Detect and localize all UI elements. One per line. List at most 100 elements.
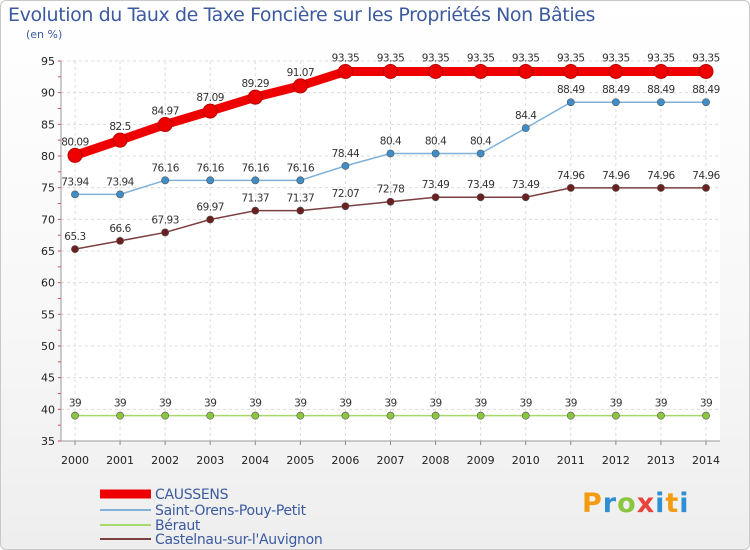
- data-label: 72.07: [332, 188, 360, 200]
- data-label: 39: [520, 398, 532, 410]
- data-point: [566, 411, 575, 420]
- data-point: [698, 63, 714, 79]
- data-label: 88.49: [557, 84, 585, 96]
- data-point: [608, 63, 624, 79]
- x-tick-label: 2006: [331, 454, 359, 467]
- data-label: 93.35: [512, 52, 540, 64]
- data-point: [431, 193, 440, 202]
- data-point: [566, 98, 575, 107]
- x-tick-label: 2011: [557, 454, 585, 467]
- data-label: 76.16: [287, 162, 315, 174]
- data-label: 82.5: [109, 121, 130, 133]
- x-tick-label: 2000: [61, 454, 89, 467]
- data-label: 72.78: [377, 184, 405, 196]
- data-point: [206, 215, 215, 224]
- y-tick-label: 75: [41, 182, 55, 195]
- data-label: 93.35: [467, 52, 495, 64]
- y-tick-label: 85: [41, 118, 55, 131]
- data-label: 76.16: [151, 162, 179, 174]
- data-label: 84.97: [151, 106, 179, 118]
- x-tick-label: 2005: [286, 454, 314, 467]
- y-tick-label: 50: [41, 340, 55, 353]
- data-label: 93.35: [602, 52, 630, 64]
- data-point: [161, 176, 170, 185]
- logo-letter: i: [655, 488, 666, 519]
- data-label: 39: [610, 398, 622, 410]
- series-3: 65.3 66.6 67.93 69.97 71.37 71.37 72.07 72.78 73…: [64, 170, 721, 253]
- data-point: [296, 176, 305, 185]
- data-point: [341, 411, 350, 420]
- data-label: 93.35: [422, 52, 450, 64]
- y-tick-label: 80: [41, 150, 55, 163]
- data-label: 39: [204, 398, 216, 410]
- legend-label: Béraut: [155, 518, 201, 534]
- y-tick-label: 60: [41, 277, 55, 290]
- y-tick-label: 95: [41, 55, 55, 68]
- data-label: 39: [384, 398, 396, 410]
- x-tick-label: 2003: [196, 454, 224, 467]
- data-point: [341, 161, 350, 170]
- data-label: 67.93: [151, 214, 179, 226]
- data-point: [428, 63, 444, 79]
- data-point: [473, 63, 489, 79]
- data-point: [202, 103, 218, 119]
- data-point: [116, 190, 124, 199]
- data-label: 74.96: [647, 170, 675, 182]
- y-axis-unit: (en %): [26, 28, 63, 41]
- data-point: [476, 193, 485, 202]
- data-point: [702, 184, 710, 192]
- data-label: 71.37: [287, 193, 315, 205]
- data-point: [383, 63, 398, 79]
- legend-label: Saint-Orens-Pouy-Petit: [155, 503, 307, 519]
- logo-letter: t: [665, 488, 680, 519]
- x-tick-label: 2009: [467, 454, 495, 467]
- data-point: [657, 411, 665, 420]
- data-point: [116, 411, 124, 420]
- data-label: 89.29: [242, 78, 270, 90]
- data-point: [702, 411, 710, 420]
- data-point: [657, 184, 665, 192]
- data-point: [566, 184, 575, 192]
- logo-letter: i: [679, 488, 690, 519]
- data-point: [657, 98, 665, 107]
- data-point: [292, 78, 308, 94]
- data-label: 78.44: [332, 148, 360, 160]
- legend-label: Castelnau-sur-l'Auvignon: [155, 532, 322, 548]
- data-point: [386, 411, 395, 420]
- data-label: 80.4: [470, 135, 492, 147]
- data-label: 73.94: [61, 176, 89, 188]
- logo-letter: r: [602, 488, 618, 519]
- data-label: 39: [655, 398, 667, 410]
- data-point: [71, 190, 79, 199]
- data-point: [702, 98, 710, 107]
- legend-label: CAUSSENS: [155, 487, 229, 503]
- data-label: 93.35: [332, 52, 360, 64]
- y-tick-label: 90: [41, 87, 55, 100]
- data-point: [251, 411, 260, 420]
- data-label: 73.49: [467, 179, 495, 191]
- data-point: [206, 411, 215, 420]
- data-point: [251, 206, 260, 215]
- data-label: 74.96: [692, 170, 720, 182]
- data-label: 93.35: [557, 52, 585, 64]
- data-point: [71, 245, 79, 253]
- data-label: 39: [249, 398, 261, 410]
- y-tick-label: 55: [41, 308, 55, 321]
- x-tick-label: 2002: [151, 454, 179, 467]
- data-point: [521, 411, 530, 420]
- data-label: 88.49: [692, 84, 720, 96]
- data-point: [518, 63, 534, 79]
- x-tick-label: 2008: [422, 454, 450, 467]
- data-label: 39: [294, 398, 306, 410]
- x-tick-label: 2010: [512, 454, 540, 467]
- series-0: 80.09 82.5 84.97 87.09 89.29 91.07 93.35 93.35 9…: [61, 52, 720, 163]
- data-point: [431, 411, 440, 420]
- y-tick-label: 35: [41, 435, 55, 448]
- data-label: 91.07: [287, 67, 315, 79]
- data-point: [341, 202, 350, 211]
- data-point: [206, 176, 215, 185]
- data-point: [161, 411, 170, 420]
- data-label: 93.35: [692, 52, 720, 64]
- y-tick-label: 40: [41, 403, 55, 416]
- data-label: 39: [339, 398, 351, 410]
